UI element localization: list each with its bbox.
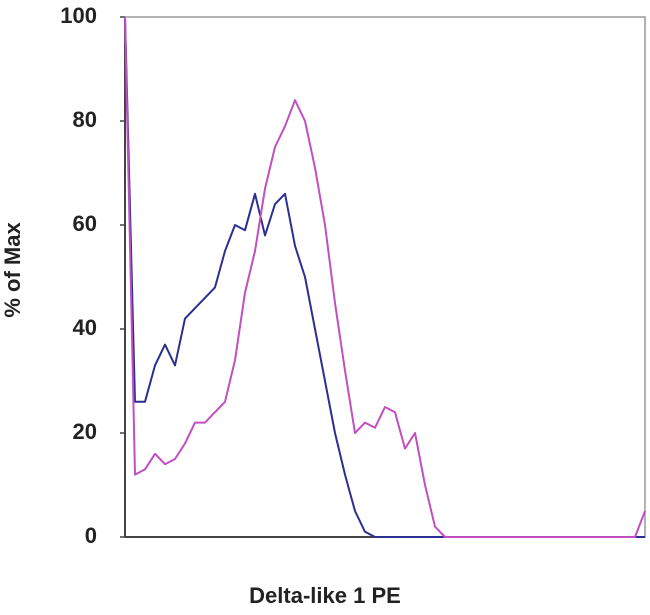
- series-line: [124, 16, 645, 538]
- y-tick-label: 40: [73, 315, 97, 340]
- series-line: [124, 16, 646, 538]
- y-tick-label: 80: [73, 107, 97, 132]
- x-axis-label: Delta-like 1 PE: [249, 583, 401, 608]
- plot-frame: [124, 16, 646, 538]
- y-tick-label: 20: [73, 419, 97, 444]
- y-tick-label: 0: [85, 523, 97, 548]
- y-axis-label: % of Max: [0, 222, 25, 318]
- y-tick-label: 100: [60, 3, 97, 28]
- y-tick-label: 60: [73, 211, 97, 236]
